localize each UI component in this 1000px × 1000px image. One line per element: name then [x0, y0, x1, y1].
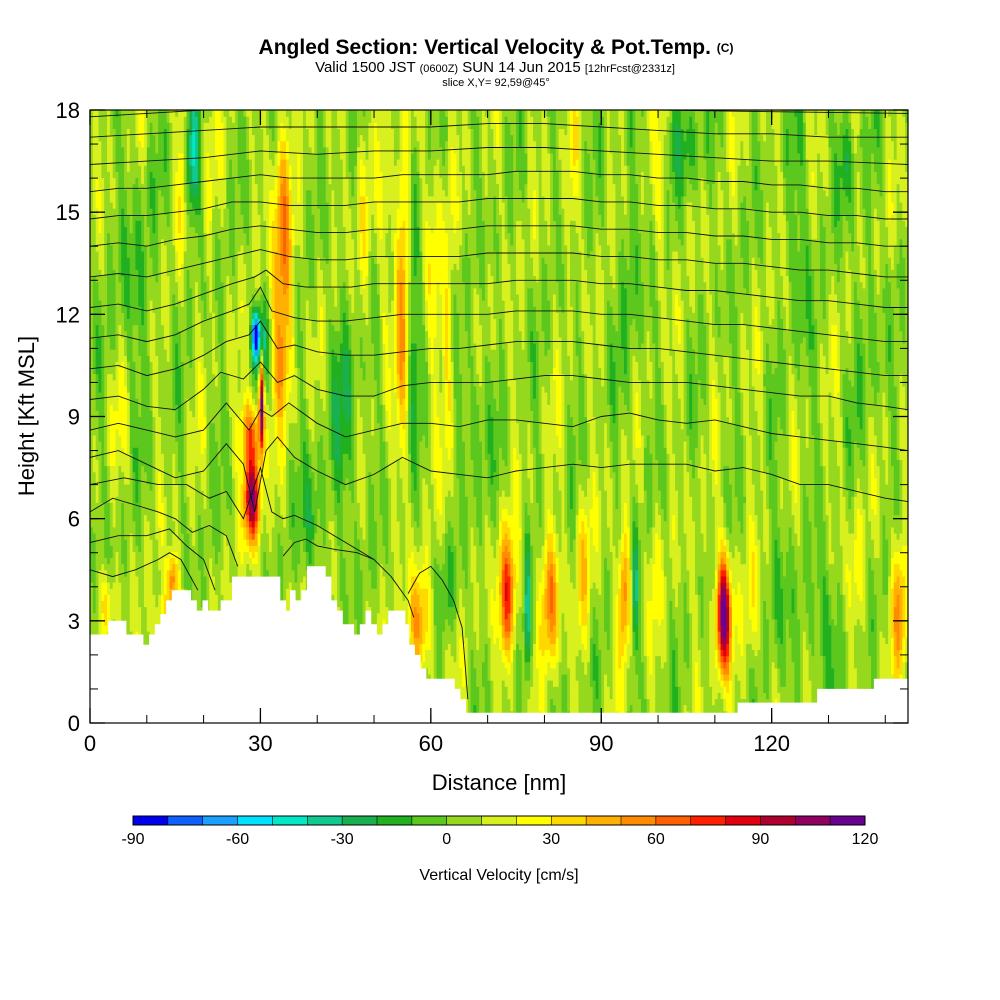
cross-section-chart: 0 30 60 90 120 0369121518 Distance [nm] Heig… — [0, 0, 1000, 1000]
